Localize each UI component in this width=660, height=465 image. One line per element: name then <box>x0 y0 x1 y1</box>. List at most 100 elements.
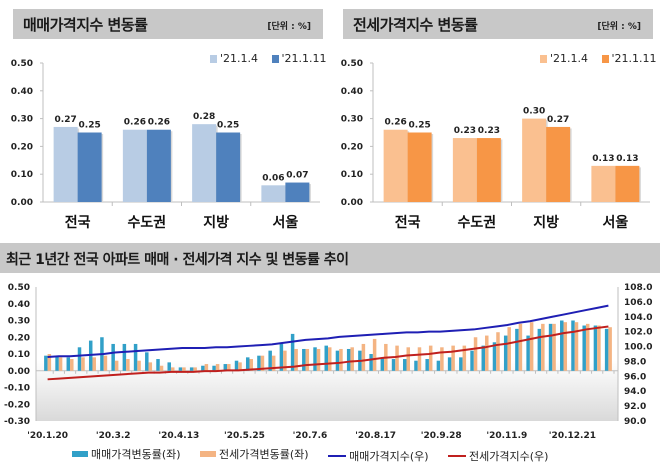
left-y-tick-label: -0.10 <box>4 384 30 394</box>
bar-value-label: 0.27 <box>55 115 77 125</box>
jeonse-change-bar <box>81 357 85 371</box>
jeonse-change-bar <box>417 347 422 371</box>
sale-change-bar <box>503 335 508 371</box>
sale-change-bar <box>245 357 250 371</box>
jeonse-change-bar <box>328 347 332 371</box>
right-y-tick-label: 96.0 <box>624 372 646 382</box>
bar <box>261 185 286 202</box>
sale-change-bar <box>167 362 171 371</box>
x-category-label: 전국 <box>65 214 91 231</box>
x-category-label: 지방 <box>533 214 559 231</box>
jeonse-change-bar <box>103 355 108 371</box>
legend-label: '21.1.11 <box>611 52 657 65</box>
sale-change-bar <box>279 343 284 371</box>
jeonse-panel-title: 전세가격지수 변동률 <box>353 16 478 34</box>
sale-change-bar <box>425 359 429 371</box>
bar-value-label: 0.06 <box>262 173 284 183</box>
left-y-tick-label: -0.30 <box>4 417 30 427</box>
sale-change-bar <box>571 320 575 371</box>
sale-change-bar <box>111 343 115 371</box>
bar-value-label: 0.26 <box>124 118 146 128</box>
legend-item: 전세가격변동률(좌) <box>200 446 309 462</box>
jeonse-change-bar <box>260 355 265 371</box>
sale-change-bar <box>436 360 441 371</box>
jeonse-change-bar <box>227 364 231 371</box>
x-category-label: 지방 <box>203 214 229 231</box>
jeonse-change-bar <box>585 323 590 371</box>
sale-change-bar <box>145 352 149 371</box>
sale-change-bar <box>201 365 205 371</box>
jeonse-change-bar <box>485 335 489 371</box>
jeonse-index-line <box>47 325 609 381</box>
sale-change-bar <box>77 347 82 371</box>
sale-change-bar <box>122 343 127 371</box>
sale-change-bar <box>302 348 306 371</box>
y-tick-label: 0.20 <box>341 142 363 152</box>
sale-change-bar <box>548 323 553 371</box>
legend-swatch-icon <box>200 451 217 457</box>
right-y-tick-label: 94.0 <box>624 387 646 397</box>
jeonse-change-bar <box>137 360 141 371</box>
y-tick-label: 0.50 <box>341 59 363 69</box>
jeonse-change-bar <box>428 345 433 371</box>
jeonse-panel-unit: [단위 : %] <box>597 22 641 32</box>
right-y-tick-label: 104.0 <box>624 313 652 323</box>
bar <box>591 165 616 202</box>
jeonse-change-bar <box>462 345 467 371</box>
sale-change-bar <box>44 355 48 371</box>
jeonse-change-bar <box>552 323 556 371</box>
y-tick-label: 0.30 <box>341 115 363 125</box>
legend-line-icon <box>448 455 467 457</box>
jeonse-change-bar <box>70 359 74 371</box>
x-tick-label: '20.12.21 <box>549 431 596 441</box>
sale-change-bar <box>178 367 183 371</box>
sale-change-bar <box>414 360 418 371</box>
jeonse-change-bar <box>238 362 242 371</box>
bar <box>285 182 310 202</box>
y-tick-label: 0.00 <box>341 198 363 208</box>
y-tick-label: 0.40 <box>11 87 33 97</box>
left-y-tick-label: 0.20 <box>8 333 30 343</box>
jeonse-change-bar <box>215 364 220 371</box>
bar <box>146 129 171 202</box>
legend-label: 매매가격변동률(좌) <box>91 448 181 461</box>
bar-value-label: 0.27 <box>547 115 569 125</box>
trend-panel: 최근 1년간 전국 아파트 매매 · 전세가격 지수 및 변동률 추이 -0.3… <box>0 243 660 465</box>
y-tick-label: 0.20 <box>11 142 33 152</box>
bar-value-label: 0.28 <box>193 112 215 122</box>
bar-value-label: 0.13 <box>616 154 638 164</box>
bar-value-label: 0.25 <box>409 121 431 131</box>
bar <box>192 124 217 202</box>
sale-change-bar <box>403 359 407 371</box>
y-tick-label: 0.10 <box>11 170 33 180</box>
sale-index-line <box>47 304 609 358</box>
y-tick-label: 0.00 <box>11 198 33 208</box>
x-tick-label: '20.11.9 <box>486 431 527 441</box>
jeonse-change-bar <box>518 323 523 371</box>
sale-change-bar <box>537 328 542 371</box>
left-y-tick-label: 0.50 <box>8 283 30 293</box>
legend-label: 매매가격지수(우) <box>349 450 429 463</box>
x-category-label: 서울 <box>602 214 628 231</box>
jeonse-change-bar <box>574 322 579 371</box>
bar-value-label: 0.07 <box>286 171 308 181</box>
jeonse-change-bar <box>529 322 534 371</box>
jeonse-chart-legend: '21.1.4 '21.1.11 <box>540 52 660 66</box>
left-y-tick-label: 0.10 <box>8 350 30 360</box>
jeonse-change-bar <box>193 367 197 371</box>
sale-change-bar <box>290 333 295 371</box>
bar-value-label: 0.30 <box>523 107 545 117</box>
bar <box>522 118 547 202</box>
right-y-tick-label: 108.0 <box>624 283 652 293</box>
legend-item: 전세가격지수(우) <box>448 448 548 464</box>
legend-label: '21.1.4 <box>220 52 259 65</box>
x-tick-label: '20.5.25 <box>224 431 265 441</box>
jeonse-change-bar <box>58 357 63 371</box>
bar-value-label: 0.13 <box>592 154 614 164</box>
left-y-tick-label: 0.30 <box>8 317 30 327</box>
sale-change-bar <box>369 354 373 371</box>
right-y-tick-label: 106.0 <box>624 298 652 308</box>
jeonse-change-bar <box>305 348 310 371</box>
